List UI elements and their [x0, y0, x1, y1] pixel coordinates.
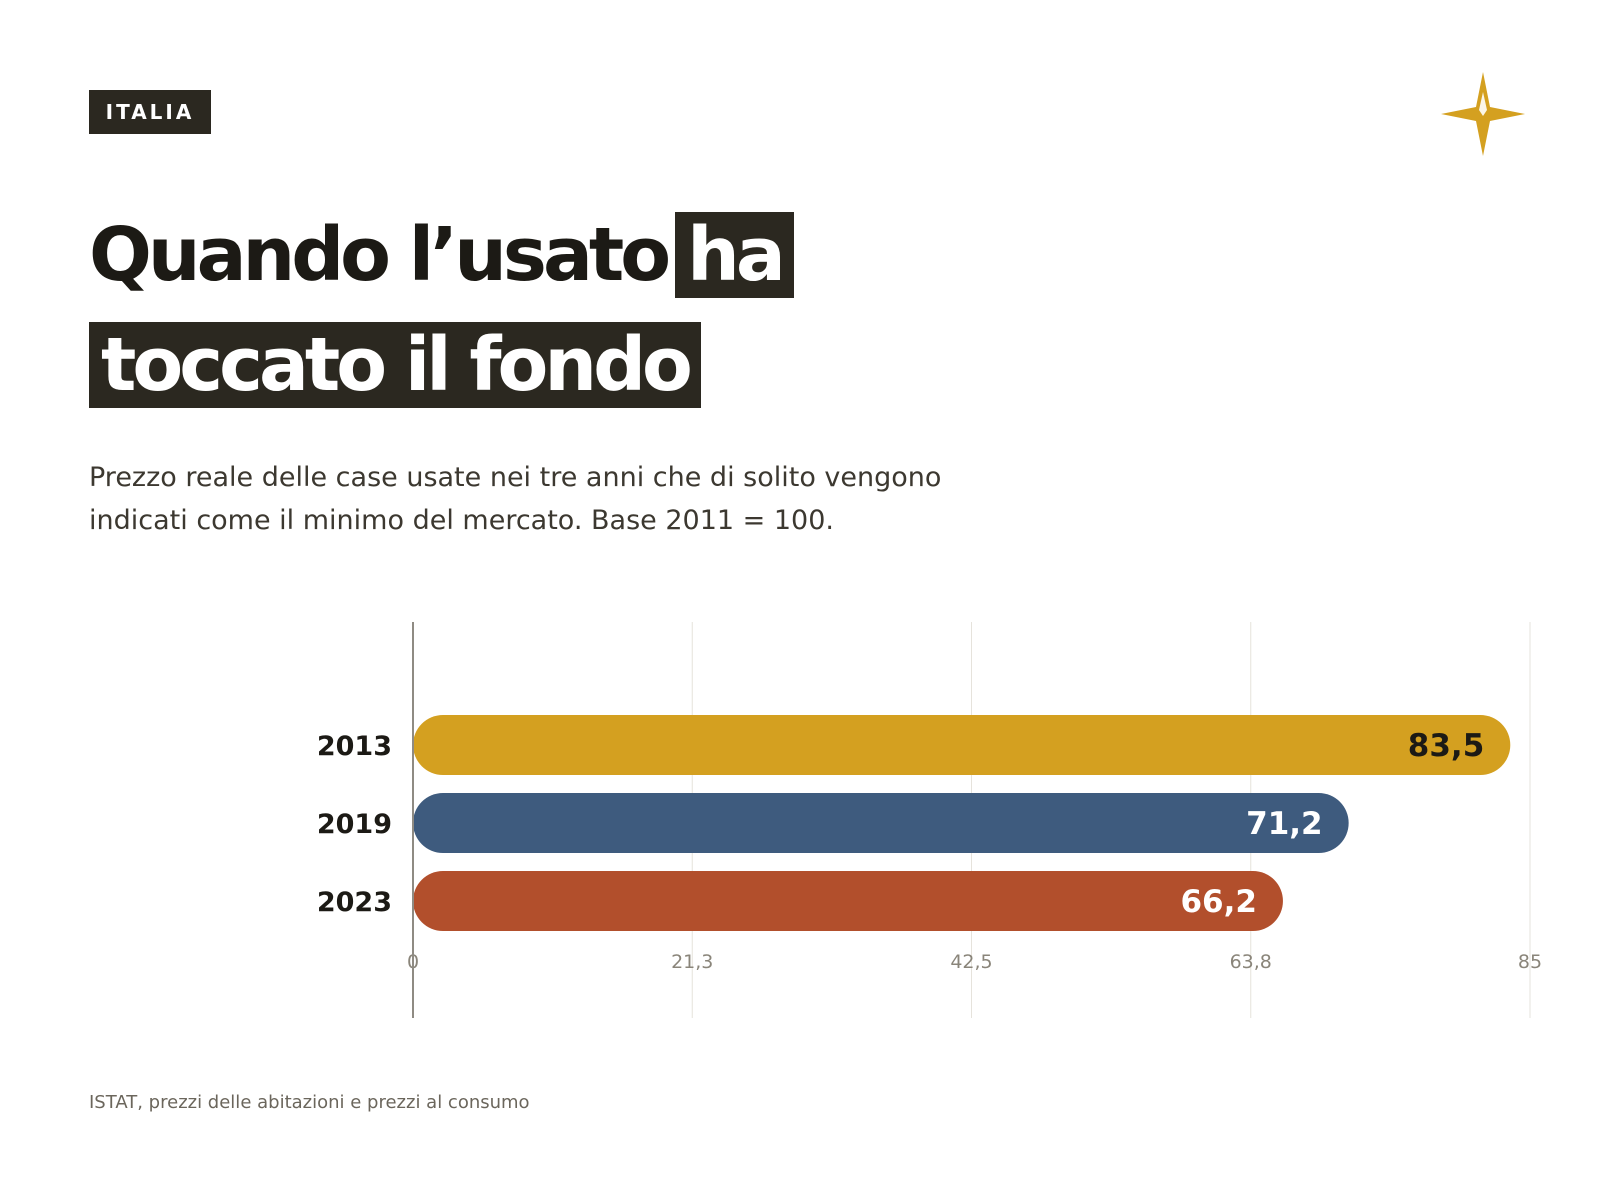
subtitle: Prezzo reale delle case usate nei tre an… — [89, 462, 942, 536]
compass-star-icon — [1441, 72, 1525, 156]
page-title: Quando l’usato ha toccato il fondo — [89, 200, 989, 420]
x-tick-label: 42,5 — [950, 951, 992, 973]
data-label: 83,5 — [1408, 728, 1485, 764]
data-label: 71,2 — [1246, 806, 1323, 842]
bar — [413, 793, 1349, 853]
category-label: 2013 — [317, 731, 392, 762]
title-highlight-1: ha — [675, 212, 794, 298]
title-highlight-2: toccato il fondo — [89, 322, 701, 408]
title-line-2: toccato il fondo — [89, 310, 989, 420]
category-label: 2023 — [317, 887, 392, 918]
data-label: 66,2 — [1180, 884, 1257, 920]
bar — [413, 715, 1511, 775]
title-plain: Quando l’usato — [89, 212, 671, 298]
x-tick-label: 63,8 — [1230, 951, 1272, 973]
x-tick-label: 21,3 — [671, 951, 713, 973]
country-tag: ITALIA — [89, 90, 211, 134]
source-note: ISTAT, prezzi delle abitazioni e prezzi … — [89, 1092, 530, 1113]
category-label: 2019 — [317, 809, 392, 840]
bar — [413, 871, 1283, 931]
title-line-1: Quando l’usato ha — [89, 200, 989, 310]
x-tick-label: 85 — [1518, 951, 1542, 973]
